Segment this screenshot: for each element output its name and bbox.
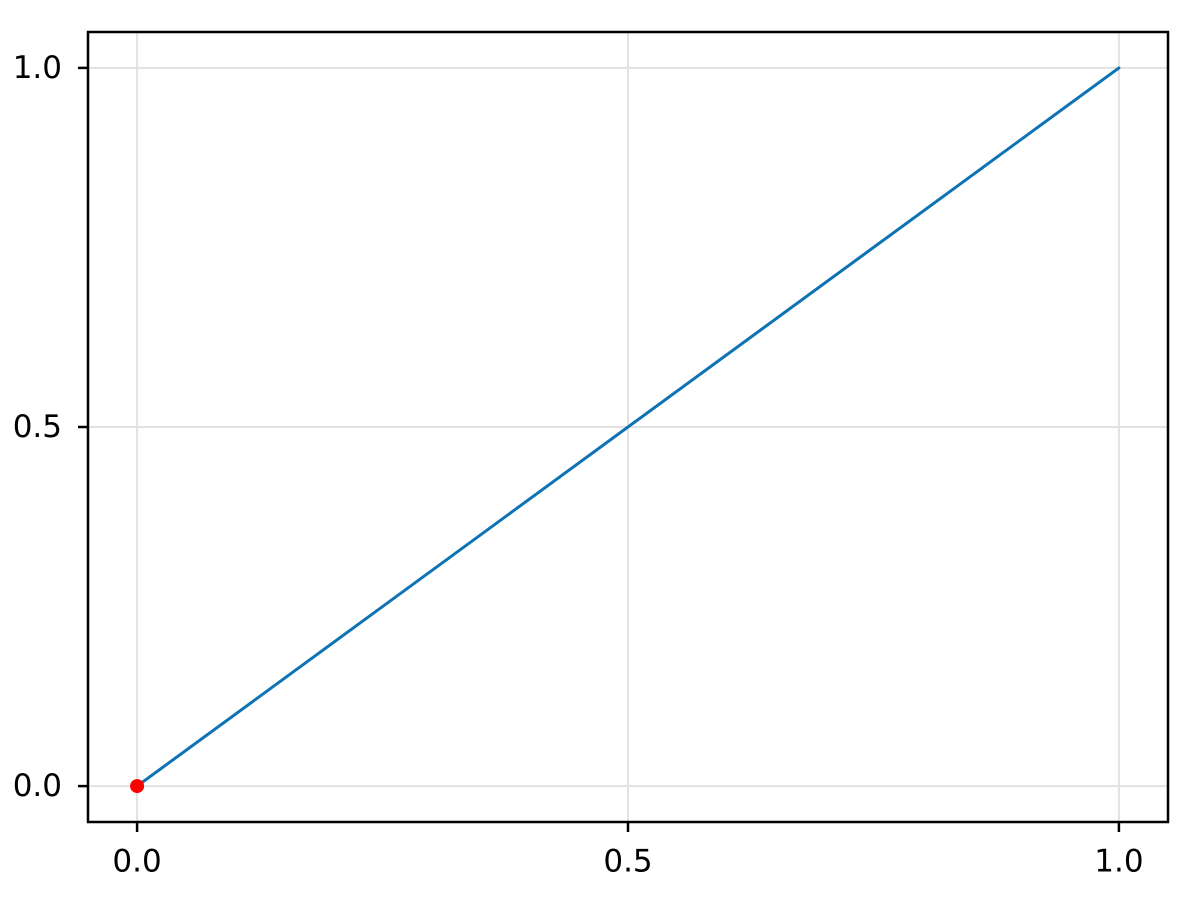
x-tick-label: 0.0	[112, 843, 161, 879]
y-tick-label: 0.0	[13, 768, 62, 804]
y-tick-label: 1.0	[13, 50, 62, 86]
y-tick-label: 0.5	[13, 409, 62, 445]
x-tick-label: 0.5	[603, 843, 652, 879]
series-line	[135, 66, 1121, 788]
tick-layer	[78, 66, 1121, 832]
x-tick-label: 1.0	[1094, 843, 1143, 879]
data-point-marker	[130, 779, 145, 794]
series-layer	[130, 66, 1121, 794]
label-layer: 0.0 0.5 1.0 0.0 0.5 1.0	[13, 50, 1144, 879]
